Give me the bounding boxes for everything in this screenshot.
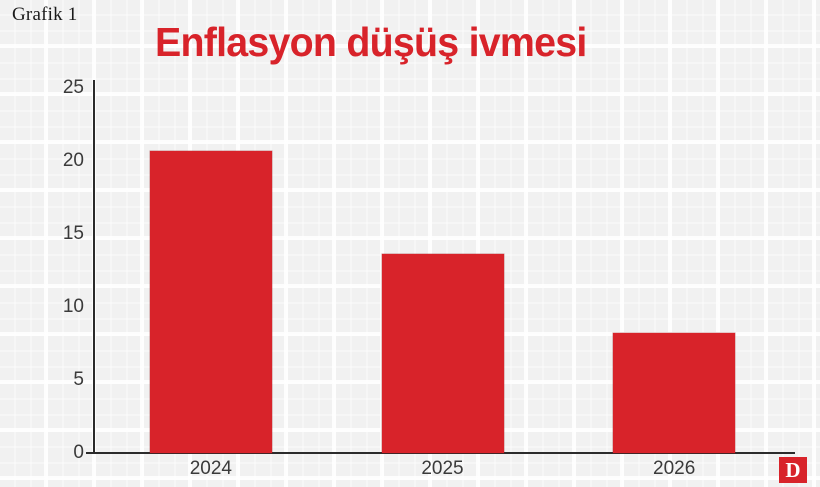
bar [381, 254, 504, 453]
figure-label: Grafik 1 [12, 4, 78, 25]
dunya-logo-letter: D [785, 457, 801, 482]
chart-title: Enflasyon düşüş ivmesi [155, 19, 587, 65]
y-tick-label: 10 [62, 296, 84, 317]
x-tick-label: 2026 [653, 458, 696, 479]
y-tick-label: 0 [73, 442, 84, 463]
y-axis-line [93, 80, 95, 453]
bar [149, 150, 272, 453]
y-tick-label: 15 [62, 223, 84, 244]
x-tick-label: 2024 [189, 458, 232, 479]
bar [613, 333, 736, 453]
y-tick-label: 20 [62, 150, 84, 171]
x-tick-label: 2025 [421, 458, 464, 479]
y-tick-label: 25 [62, 77, 84, 98]
y-tick-label: 5 [73, 369, 84, 390]
x-axis-line [86, 452, 795, 454]
y-axis-tick-labels: 0 5 10 15 20 25 [22, 0, 84, 487]
dunya-logo: D [779, 457, 807, 483]
